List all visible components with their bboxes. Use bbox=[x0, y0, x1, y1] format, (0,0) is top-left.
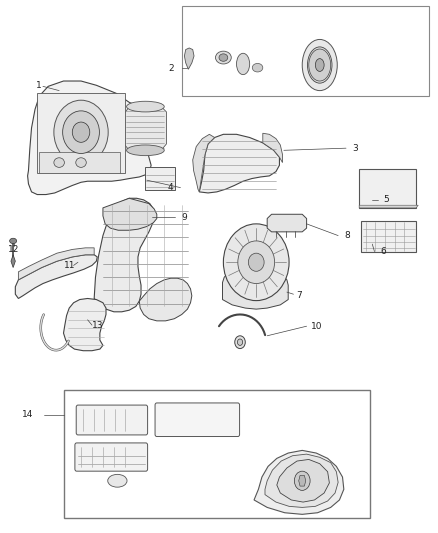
Ellipse shape bbox=[72, 122, 90, 142]
Polygon shape bbox=[184, 48, 194, 69]
Ellipse shape bbox=[309, 49, 331, 81]
Polygon shape bbox=[64, 298, 106, 351]
FancyBboxPatch shape bbox=[75, 443, 148, 471]
Text: 6: 6 bbox=[380, 247, 386, 256]
Ellipse shape bbox=[108, 474, 127, 487]
FancyBboxPatch shape bbox=[76, 405, 148, 435]
Ellipse shape bbox=[219, 54, 228, 61]
Polygon shape bbox=[263, 133, 283, 163]
Text: 14: 14 bbox=[21, 410, 33, 419]
Polygon shape bbox=[299, 475, 306, 486]
Ellipse shape bbox=[127, 145, 164, 156]
Polygon shape bbox=[223, 271, 288, 309]
Ellipse shape bbox=[127, 101, 164, 112]
Polygon shape bbox=[199, 134, 279, 193]
Polygon shape bbox=[11, 255, 15, 268]
Polygon shape bbox=[28, 81, 164, 195]
Text: 9: 9 bbox=[181, 213, 187, 222]
Ellipse shape bbox=[223, 224, 289, 301]
Ellipse shape bbox=[63, 111, 99, 154]
Ellipse shape bbox=[76, 158, 86, 167]
Polygon shape bbox=[15, 255, 97, 298]
Polygon shape bbox=[254, 450, 344, 514]
Ellipse shape bbox=[252, 63, 263, 72]
Ellipse shape bbox=[215, 51, 231, 64]
Text: 11: 11 bbox=[64, 261, 75, 270]
Ellipse shape bbox=[54, 158, 64, 167]
Text: 12: 12 bbox=[8, 245, 20, 254]
Ellipse shape bbox=[10, 238, 17, 244]
Bar bbox=[37, 93, 125, 173]
Text: 5: 5 bbox=[383, 196, 389, 204]
Ellipse shape bbox=[315, 59, 324, 71]
Text: 10: 10 bbox=[311, 322, 322, 330]
Ellipse shape bbox=[54, 100, 108, 164]
Polygon shape bbox=[265, 454, 338, 507]
Polygon shape bbox=[125, 107, 166, 150]
Bar bbox=[145, 167, 175, 190]
Ellipse shape bbox=[294, 471, 310, 490]
Text: 7: 7 bbox=[296, 292, 302, 300]
Text: 13: 13 bbox=[92, 321, 103, 329]
Polygon shape bbox=[359, 205, 418, 208]
Ellipse shape bbox=[237, 53, 250, 75]
Polygon shape bbox=[267, 214, 307, 232]
Text: 1: 1 bbox=[35, 81, 42, 90]
Bar bbox=[361, 221, 416, 252]
Ellipse shape bbox=[235, 336, 245, 349]
Ellipse shape bbox=[238, 241, 275, 284]
Ellipse shape bbox=[237, 339, 243, 345]
Polygon shape bbox=[307, 56, 333, 74]
Polygon shape bbox=[103, 198, 157, 230]
Bar bbox=[64, 390, 370, 518]
Ellipse shape bbox=[307, 47, 332, 83]
Ellipse shape bbox=[302, 39, 337, 91]
Bar bbox=[39, 152, 120, 173]
Text: 2: 2 bbox=[168, 64, 173, 72]
Bar bbox=[182, 6, 429, 96]
Ellipse shape bbox=[248, 253, 264, 271]
Polygon shape bbox=[18, 248, 94, 280]
Polygon shape bbox=[193, 134, 215, 192]
Text: 8: 8 bbox=[344, 231, 350, 240]
Text: 4: 4 bbox=[168, 183, 173, 192]
FancyBboxPatch shape bbox=[155, 403, 240, 437]
Polygon shape bbox=[277, 459, 329, 502]
Polygon shape bbox=[94, 198, 154, 312]
Text: 3: 3 bbox=[353, 144, 359, 152]
Polygon shape bbox=[139, 278, 192, 321]
Bar bbox=[359, 169, 416, 208]
